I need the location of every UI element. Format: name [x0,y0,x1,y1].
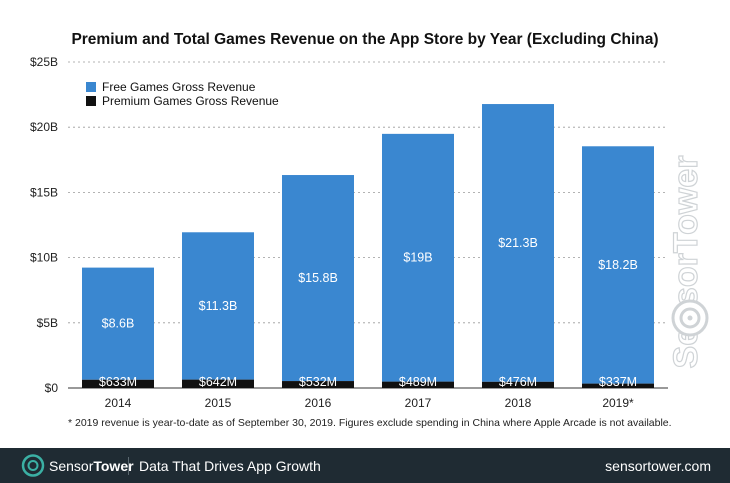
brand-sensor: Sensor [49,458,94,474]
footer-divider [128,457,129,475]
bar-premium-2016 [282,381,354,388]
bar-premium-2017 [382,381,454,388]
bar-premium-2014 [82,379,154,388]
data-label-free: $8.6B [102,317,135,331]
footer-background [0,448,730,483]
legend-swatch-premium [86,96,96,106]
y-tick-label: $0 [45,381,59,395]
bar-free-2016 [282,175,354,382]
legend-label-free: Free Games Gross Revenue [102,80,256,94]
y-tick-label: $5B [37,316,58,330]
x-tick-label: 2018 [505,396,532,410]
data-label-premium: $642M [199,375,237,389]
footnote: * 2019 revenue is year-to-date as of Sep… [68,417,672,429]
data-label-free: $18.2B [598,258,638,272]
footer-brand: SensorTower [49,458,134,474]
bar-free-2018 [482,104,554,382]
bar-premium-2018 [482,381,554,388]
data-label-premium: $532M [299,375,337,389]
watermark-text: SensorTower [667,156,705,369]
bar-layer: $8.6B $633M $11.3B $642M $15.8B $532M $19B $489… [82,104,654,389]
legend: Free Games Gross Revenue Premium Games G… [86,80,279,108]
data-label-premium: $337M [599,375,637,389]
x-tick-label: 2015 [205,396,232,410]
legend-swatch-free [86,82,96,92]
y-tick-label: $10B [30,251,58,265]
footer-banner: SensorTower Data That Drives App Growth … [0,448,730,483]
bar-premium-2015 [182,379,254,388]
data-label-premium: $489M [399,375,437,389]
footer-url[interactable]: sensortower.com [605,458,711,474]
sensortower-logo-icon [21,454,45,477]
data-label-free: $21.3B [498,236,538,250]
x-tick-label: 2016 [305,396,332,410]
bar-free-2015 [182,232,254,380]
data-label-free: $11.3B [199,299,238,313]
x-axis: 2014 2015 2016 2017 2018 2019* [105,396,634,410]
watermark-logo-icon [671,299,709,337]
x-tick-label: 2019* [602,396,634,410]
bar-free-2014 [82,267,154,380]
data-label-premium: $633M [99,375,137,389]
y-tick-label: $15B [30,185,58,199]
y-tick-label: $20B [30,120,58,134]
data-label-free: $19B [403,251,432,265]
data-label-free: $15.8B [298,271,338,285]
chart-title: Premium and Total Games Revenue on the A… [71,31,658,48]
brand-tower: Tower [93,458,134,474]
legend-label-premium: Premium Games Gross Revenue [102,94,279,108]
x-tick-label: 2017 [405,396,432,410]
y-tick-label: $25B [30,55,58,69]
data-label-premium: $476M [499,375,537,389]
watermark: SensorTower [666,155,709,369]
bar-free-2017 [382,133,454,382]
bar-premium-2019 [582,383,654,388]
y-axis: $0 $5B $10B $15B $20B $25B [30,55,58,395]
footer-tagline: Data That Drives App Growth [139,458,321,474]
x-tick-label: 2014 [105,396,132,410]
bar-free-2019 [582,146,654,384]
grid-layer [68,61,668,389]
